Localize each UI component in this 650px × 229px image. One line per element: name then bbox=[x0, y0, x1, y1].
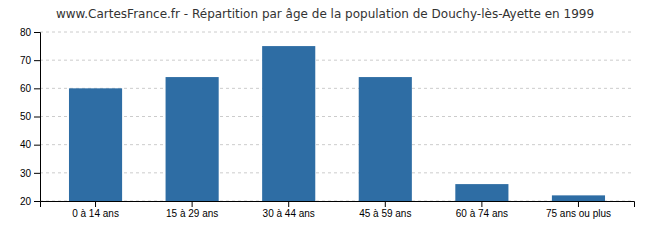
bar bbox=[166, 77, 219, 201]
y-tick-mark bbox=[34, 60, 40, 61]
x-tick-mark bbox=[95, 201, 96, 207]
bar bbox=[455, 184, 508, 201]
y-tick: 30 bbox=[20, 168, 40, 179]
x-axis-line bbox=[41, 202, 635, 208]
grid bbox=[40, 32, 634, 201]
x-tick: 30 à 44 ans bbox=[263, 201, 315, 219]
bars bbox=[69, 46, 605, 201]
bar bbox=[552, 195, 605, 201]
y-tick-mark bbox=[34, 88, 40, 89]
y-tick: 70 bbox=[20, 55, 40, 66]
x-tick-label: 15 à 29 ans bbox=[166, 208, 218, 219]
y-axis: 20 30 40 50 60 70 80 bbox=[20, 27, 41, 207]
chart: www.CartesFrance.fr - Répartition par âg… bbox=[0, 0, 650, 229]
y-tick: 50 bbox=[20, 111, 40, 122]
x-tick-mark bbox=[578, 201, 579, 207]
y-tick-label: 20 bbox=[20, 196, 32, 207]
y-tick-mark bbox=[34, 201, 40, 202]
x-tick: 45 à 59 ans bbox=[359, 201, 411, 219]
y-axis-line bbox=[34, 33, 41, 202]
y-tick: 80 bbox=[20, 27, 40, 38]
x-tick: 0 à 14 ans bbox=[72, 201, 119, 219]
x-tick-mark bbox=[481, 201, 482, 207]
x-tick-label: 0 à 14 ans bbox=[72, 208, 119, 219]
y-tick-mark bbox=[34, 117, 40, 118]
y-tick-mark bbox=[34, 32, 40, 33]
x-tick-mark bbox=[192, 201, 193, 207]
x-tick-label: 60 à 74 ans bbox=[456, 208, 508, 219]
y-tick-label: 50 bbox=[20, 111, 32, 122]
bar bbox=[69, 88, 122, 201]
x-tick-label: 75 ans ou plus bbox=[546, 208, 611, 219]
y-tick: 20 bbox=[20, 196, 40, 207]
grid-line bbox=[40, 88, 634, 89]
grid-line bbox=[40, 172, 634, 173]
x-tick: 60 à 74 ans bbox=[456, 201, 508, 219]
x-tick-label: 45 à 59 ans bbox=[359, 208, 411, 219]
y-tick: 60 bbox=[20, 83, 40, 94]
y-tick-label: 60 bbox=[20, 83, 32, 94]
x-tick-label: 30 à 44 ans bbox=[263, 208, 315, 219]
plot: 20 30 40 50 60 70 80 0 à 14 ans 15 à 29 ans 30 à … bbox=[20, 27, 635, 229]
bar bbox=[359, 77, 412, 201]
y-tick: 40 bbox=[20, 139, 40, 150]
x-tick-mark bbox=[288, 201, 289, 207]
y-tick-mark bbox=[34, 173, 40, 174]
grid-line bbox=[40, 116, 634, 117]
x-tick-mark bbox=[385, 201, 386, 207]
title: www.CartesFrance.fr - Répartition par âg… bbox=[56, 7, 594, 21]
bar bbox=[262, 46, 315, 201]
grid-line bbox=[40, 32, 634, 33]
y-tick-label: 70 bbox=[20, 55, 32, 66]
x-axis: 0 à 14 ans 15 à 29 ans 30 à 44 ans 45 à 59 … bbox=[41, 201, 635, 219]
y-tick-label: 30 bbox=[20, 168, 32, 179]
grid-line bbox=[40, 144, 634, 145]
x-tick: 75 ans ou plus bbox=[546, 201, 611, 219]
y-tick-mark bbox=[34, 145, 40, 146]
y-tick-label: 80 bbox=[20, 27, 32, 38]
y-tick-label: 40 bbox=[20, 139, 32, 150]
grid-line bbox=[40, 60, 634, 61]
x-tick: 15 à 29 ans bbox=[166, 201, 218, 219]
